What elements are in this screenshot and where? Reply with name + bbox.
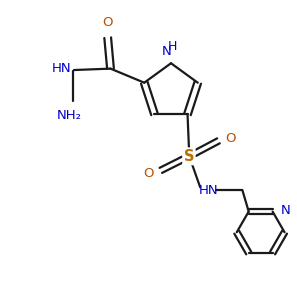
Text: O: O bbox=[225, 131, 236, 145]
Text: N: N bbox=[281, 204, 291, 217]
Text: NH₂: NH₂ bbox=[57, 109, 82, 122]
Text: HN: HN bbox=[51, 62, 71, 75]
Text: H: H bbox=[168, 40, 177, 53]
Text: HN: HN bbox=[199, 183, 218, 197]
Text: S: S bbox=[184, 149, 194, 164]
Text: O: O bbox=[143, 167, 154, 180]
Text: N: N bbox=[162, 45, 172, 58]
Text: O: O bbox=[102, 16, 113, 29]
